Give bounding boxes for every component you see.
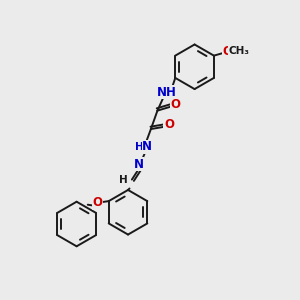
Text: O: O — [92, 196, 102, 209]
Text: O: O — [164, 118, 174, 131]
Text: H: H — [118, 175, 127, 185]
Text: O: O — [223, 45, 233, 58]
Text: N: N — [134, 158, 143, 171]
Text: H: H — [135, 142, 144, 152]
Text: CH₃: CH₃ — [228, 46, 249, 56]
Text: NH: NH — [156, 86, 176, 99]
Text: N: N — [142, 140, 152, 153]
Text: O: O — [171, 98, 181, 111]
